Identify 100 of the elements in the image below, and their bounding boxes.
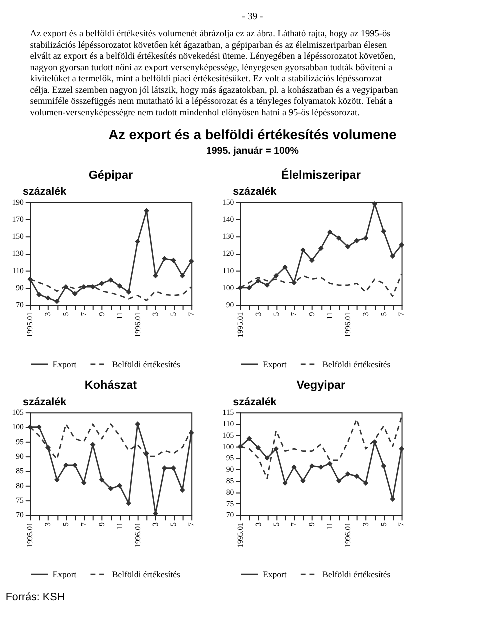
legend-label: Belföldi értékesítés bbox=[322, 570, 392, 580]
y-tick-label: 110 bbox=[222, 266, 234, 276]
point bbox=[363, 236, 369, 242]
y-tick-label: 100 bbox=[12, 422, 24, 432]
point bbox=[28, 424, 33, 430]
y-tick-label: 80 bbox=[16, 481, 24, 490]
x-tick-label: 3 bbox=[254, 522, 263, 526]
point bbox=[36, 292, 42, 298]
y-tick-label: 95 bbox=[226, 454, 234, 463]
y-tick-label: 150 bbox=[222, 198, 234, 207]
legend-label: Belföldi értékesítés bbox=[112, 359, 182, 370]
x-tick-label: 7 bbox=[187, 522, 196, 526]
chart-title: Kohászat bbox=[84, 379, 138, 392]
point bbox=[372, 201, 378, 207]
y-tick-label: 150 bbox=[12, 232, 24, 242]
x-tick-label: 3 bbox=[361, 312, 370, 316]
x-tick-label: 7 bbox=[290, 312, 299, 316]
point bbox=[180, 273, 186, 279]
point bbox=[28, 276, 33, 282]
x-tick-label: 7 bbox=[290, 522, 299, 526]
x-tick-label: 1996.01 bbox=[343, 522, 352, 548]
y-tick-label: 70 bbox=[226, 510, 234, 520]
y-axis-title: százalék bbox=[233, 396, 277, 408]
y-tick-label: 100 bbox=[222, 283, 234, 292]
x-tick-label: 3 bbox=[151, 312, 160, 316]
point bbox=[310, 258, 315, 264]
text: - 39 - bbox=[242, 12, 264, 23]
x-tick-label: 11 bbox=[115, 522, 124, 530]
x-tick-label: 5 bbox=[379, 522, 388, 526]
x-tick-label: 3 bbox=[151, 522, 160, 526]
point bbox=[162, 466, 168, 471]
point bbox=[274, 273, 280, 279]
point bbox=[238, 285, 244, 291]
y-tick-label: 100 bbox=[222, 442, 234, 452]
y-tick-label: 140 bbox=[222, 214, 234, 224]
point bbox=[256, 278, 262, 284]
point bbox=[63, 284, 69, 290]
point bbox=[264, 456, 270, 461]
x-tick-label: 5 bbox=[169, 312, 178, 316]
point bbox=[63, 462, 69, 468]
point bbox=[399, 446, 404, 452]
point bbox=[72, 291, 78, 297]
point bbox=[336, 236, 342, 242]
point bbox=[54, 298, 60, 304]
text: Az export és a belföldi értékesítés volumenét ábrázolja ez az ábra. Látható rajta, hogy az 1995-ös stabilizációs lépéssorozatot követően két ágazatban, a gépiparban és az élelmiszeriparban élesen elvált az export és a belföldi értékesítés növekedési üteme. Lényegében a lépéssorozatot követően, nagyon gyorsan tudott nőni az export versenyképessége, lényegesen gyorsabban tudták bővíteni a kivitelüket a termelők, mint a belföldi piaci értékesítésüket. Ez volt a stabilizációs lépéssorozat célja. Ezzel szemben nagyon jól látszik, hogy más ágazatokban, pl. a kohászatban és a vegyiparban semmiféle összefüggés nem mutatható ki a lépéssorozat és a tényleges folyamatok között. Tehát a volumen-versenyképességre nem tudott mindenhol előnyösen hatni a 95-ös lépéssorozat. bbox=[30, 30, 399, 118]
x-tick-label: 5 bbox=[272, 312, 281, 316]
x-tick-label: 11 bbox=[326, 312, 335, 320]
y-tick-label: 190 bbox=[12, 198, 24, 207]
point bbox=[90, 284, 96, 290]
y-tick-label: 80 bbox=[226, 488, 234, 497]
y-tick-label: 105 bbox=[222, 430, 234, 440]
point bbox=[117, 284, 123, 289]
chart-title: Vegyipar bbox=[296, 379, 346, 392]
x-tick-label: 7 bbox=[397, 522, 406, 526]
point bbox=[345, 472, 351, 477]
point bbox=[54, 477, 60, 483]
x-tick-label: 5 bbox=[62, 312, 71, 316]
x-tick-label: 1995.01 bbox=[236, 522, 245, 548]
x-tick-label: 5 bbox=[62, 522, 71, 526]
y-tick-label: 110 bbox=[222, 419, 234, 428]
point bbox=[126, 290, 132, 295]
point bbox=[354, 238, 360, 244]
point bbox=[318, 246, 324, 252]
x-tick-label: 9 bbox=[97, 522, 106, 526]
point bbox=[381, 464, 387, 469]
x-tick-label: 1996.01 bbox=[343, 312, 352, 338]
point bbox=[381, 228, 387, 234]
x-tick-label: 9 bbox=[97, 312, 106, 316]
point bbox=[256, 445, 262, 451]
y-axis-title: százalék bbox=[233, 186, 277, 198]
point bbox=[264, 282, 270, 288]
y-tick-label: 85 bbox=[16, 466, 24, 476]
point bbox=[135, 422, 141, 427]
point bbox=[171, 466, 176, 471]
point bbox=[188, 258, 194, 264]
x-tick-label: 7 bbox=[80, 312, 89, 316]
point bbox=[345, 244, 351, 250]
point bbox=[108, 486, 114, 492]
y-tick-label: 85 bbox=[226, 476, 234, 486]
point bbox=[310, 464, 315, 469]
point bbox=[81, 480, 87, 486]
text: Az export és a belföldi értékesítés volumene bbox=[108, 127, 398, 142]
point bbox=[99, 477, 105, 483]
legend-label: Export bbox=[52, 570, 78, 580]
point bbox=[318, 464, 324, 470]
x-tick-label: 9 bbox=[308, 522, 317, 526]
x-tick-label: 1995.01 bbox=[236, 312, 245, 338]
chart-title: Élelmiszeripar bbox=[281, 168, 362, 182]
point bbox=[246, 285, 252, 291]
y-tick-label: 105 bbox=[12, 408, 24, 418]
y-tick-label: 90 bbox=[16, 283, 24, 292]
y-tick-label: 90 bbox=[16, 452, 24, 462]
point bbox=[363, 480, 369, 486]
x-tick-label: 11 bbox=[326, 522, 335, 530]
y-axis-title: százalék bbox=[22, 396, 67, 408]
legend-label: Export bbox=[262, 359, 288, 370]
y-tick-label: 70 bbox=[16, 300, 24, 310]
point bbox=[354, 474, 360, 480]
y-tick-label: 120 bbox=[222, 249, 234, 258]
legend-label: Export bbox=[52, 359, 78, 370]
